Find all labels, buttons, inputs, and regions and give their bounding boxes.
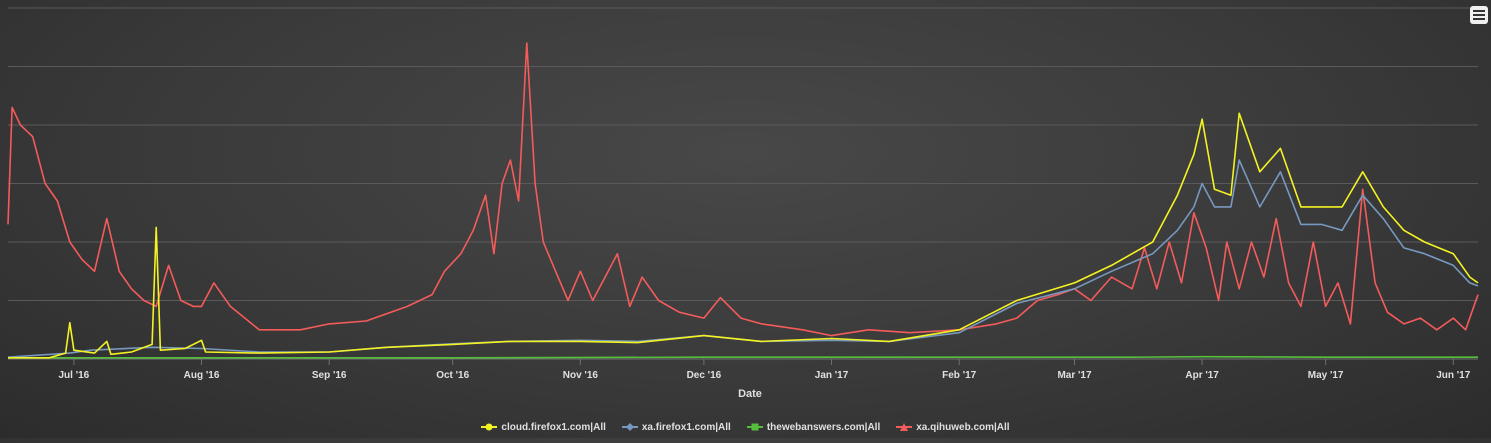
x-tick-label: Jan '17 — [815, 370, 849, 381]
legend-item[interactable]: thewebanswers.com|All — [746, 419, 881, 435]
x-tick-label: Feb '17 — [942, 370, 976, 381]
series-layer — [7, 42, 1479, 359]
x-tick-label: Dec '16 — [687, 370, 722, 381]
x-tick-label: Aug '16 — [184, 370, 220, 381]
legend-item[interactable]: xa.qihuweb.com|All — [896, 419, 1010, 435]
grid-layer — [8, 7, 1478, 360]
series-line-3[interactable] — [7, 42, 1479, 337]
x-tick-label: Jul '16 — [59, 370, 90, 381]
legend-diamond-marker-icon — [621, 423, 638, 431]
legend-circle-marker-icon — [481, 423, 498, 431]
legend: cloud.firefox1.com|All xa.firefox1.com|Al… — [0, 419, 1491, 435]
x-axis-title: Date — [738, 388, 762, 400]
legend-triangle-marker-icon — [896, 423, 913, 431]
x-tick-label: Oct '16 — [436, 370, 469, 381]
x-tick-label: May '17 — [1308, 370, 1344, 381]
legend-label: thewebanswers.com|All — [766, 421, 881, 433]
x-tick-label: Mar '17 — [1057, 370, 1092, 381]
legend-label: cloud.firefox1.com|All — [501, 421, 606, 433]
x-tick-label: Apr '17 — [1185, 370, 1219, 381]
x-axis: Jul '16 Aug '16 Sep '16 Oct '16 Nov '16 Dec '… — [59, 359, 1471, 381]
legend-item[interactable]: xa.firefox1.com|All — [621, 419, 731, 435]
x-tick-label: Sep '16 — [312, 370, 347, 381]
series-line-0[interactable] — [8, 112, 1479, 359]
chart-context-menu-button[interactable] — [1470, 6, 1488, 24]
x-tick-label: Jun '17 — [1436, 370, 1470, 381]
x-tick-label: Nov '16 — [563, 370, 599, 381]
legend-item[interactable]: cloud.firefox1.com|All — [481, 419, 606, 435]
legend-square-marker-icon — [746, 423, 763, 431]
series-line-2[interactable] — [8, 355, 1478, 359]
legend-label: xa.firefox1.com|All — [641, 421, 731, 433]
legend-label: xa.qihuweb.com|All — [916, 421, 1010, 433]
